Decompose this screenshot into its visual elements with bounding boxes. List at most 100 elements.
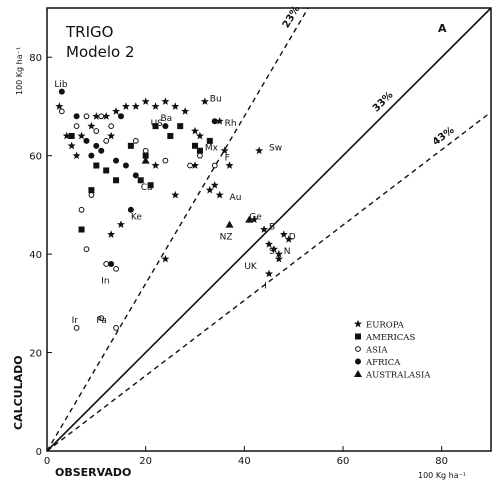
chart-title: TRIGO xyxy=(65,23,113,41)
data-point-star xyxy=(205,185,214,194)
x-tick-label: 80 xyxy=(435,456,448,467)
data-point-star xyxy=(265,240,273,248)
reference-line xyxy=(46,7,492,452)
data-point-circle-filled xyxy=(73,113,80,120)
data-point-circle-open xyxy=(142,147,149,154)
data-point-star xyxy=(181,107,190,115)
data-point-square xyxy=(147,182,154,189)
data-point-star xyxy=(191,161,199,169)
data-point-star xyxy=(62,131,71,140)
data-point-circle-open xyxy=(88,192,95,198)
y-axis-title: CALCULADO xyxy=(12,355,25,430)
data-point-square xyxy=(113,177,120,184)
data-point-star xyxy=(112,107,121,115)
data-point-star xyxy=(107,230,116,238)
data-point-circle-open xyxy=(83,246,90,253)
data-point-star xyxy=(279,230,288,238)
point-label: N xyxy=(284,247,291,257)
x-tick-label: 0 xyxy=(44,456,50,467)
data-point-triangle xyxy=(141,156,150,164)
point-label: UK xyxy=(244,262,258,272)
x-tick-label: 40 xyxy=(238,456,251,467)
point-label: Pa xyxy=(96,316,107,326)
data-point-star xyxy=(255,146,264,155)
data-point-star xyxy=(161,97,170,105)
data-point-circle-filled xyxy=(132,172,139,179)
y-tick-label: 60 xyxy=(29,152,42,163)
legend-marker-circle-filled xyxy=(355,358,361,365)
legend-marker-square xyxy=(355,333,361,340)
point-label: Ge xyxy=(249,213,262,223)
data-point-star xyxy=(220,146,229,155)
data-point-star xyxy=(225,161,234,169)
legend-marker-circle-open xyxy=(355,346,361,352)
legend-label: ASIA xyxy=(365,346,388,356)
data-point-square xyxy=(192,142,198,149)
data-point-star xyxy=(107,131,116,140)
data-point-circle-open xyxy=(113,325,119,331)
y-tick-label: 80 xyxy=(29,53,42,64)
data-point-circle-open xyxy=(132,138,139,144)
reference-line-label: 43% xyxy=(431,125,457,148)
x-axis-ticks: 0 20 40 60 80 xyxy=(44,446,448,467)
data-point-star xyxy=(195,131,204,140)
data-point-circle-open xyxy=(103,138,110,144)
data-point-star xyxy=(161,254,170,263)
data-point-square xyxy=(206,137,213,144)
data-point-circle-filled xyxy=(108,260,115,267)
data-point-square xyxy=(137,177,144,184)
data-point-circle-filled xyxy=(127,206,134,213)
legend-label: AMERICAS xyxy=(365,333,415,343)
point-label: I xyxy=(264,282,267,292)
reference-line-label: 33% xyxy=(371,90,396,115)
data-point-star xyxy=(72,151,81,160)
legend-label: AFRICA xyxy=(365,358,401,368)
data-point-square xyxy=(78,226,85,233)
data-point-circle-open xyxy=(93,128,100,134)
point-label: US xyxy=(151,119,164,129)
x-tick-label: 20 xyxy=(139,456,152,467)
data-point-star xyxy=(210,181,219,189)
point-label: F xyxy=(225,154,230,164)
data-point-circle-open xyxy=(187,162,193,169)
data-point-circle-filled xyxy=(93,142,100,149)
legend: EUROPA AMERICAS ASIA AFRICA AUSTRALASIA xyxy=(354,319,431,381)
data-point-square xyxy=(196,147,203,154)
reference-line xyxy=(46,7,309,452)
data-point-circle-filled xyxy=(113,157,120,164)
point-label: Ke xyxy=(131,213,142,223)
data-point-star xyxy=(87,121,96,130)
data-point-star xyxy=(191,126,199,135)
data-point-circle-open xyxy=(162,157,169,164)
y-tick-label: 0 xyxy=(36,447,42,458)
data-point-square xyxy=(177,123,184,130)
data-point-square xyxy=(142,152,149,159)
legend-marker-triangle xyxy=(354,370,362,377)
data-point-square xyxy=(88,187,95,194)
data-point-circle-open xyxy=(98,315,105,322)
data-point-star xyxy=(117,220,125,228)
legend-label: EUROPA xyxy=(366,321,405,331)
y-axis-unit: 100 Kg ha⁻¹ xyxy=(15,47,24,95)
data-point-circle-open xyxy=(58,108,65,115)
legend-marker-star xyxy=(354,319,362,328)
data-point-circle-open xyxy=(211,162,218,169)
data-point-circle-open xyxy=(113,265,119,272)
data-point-square xyxy=(68,132,75,139)
data-point-star xyxy=(274,254,283,263)
legend-label: AUSTRALASIA xyxy=(365,371,431,381)
x-axis-title: OBSERVADO xyxy=(55,466,131,479)
data-point-circle-filled xyxy=(88,152,95,159)
data-point-triangle xyxy=(225,220,234,228)
data-point-star xyxy=(131,102,140,110)
data-point-circle-open xyxy=(103,261,110,267)
reference-line xyxy=(46,111,492,452)
point-label: D xyxy=(289,232,296,242)
data-point-circle-open xyxy=(73,123,80,130)
data-point-star xyxy=(171,102,180,110)
y-axis-ticks: 0 20 40 60 80 xyxy=(29,53,52,458)
data-point-star xyxy=(141,97,150,105)
data-point-star xyxy=(102,112,111,120)
data-point-circle-open xyxy=(197,152,203,159)
